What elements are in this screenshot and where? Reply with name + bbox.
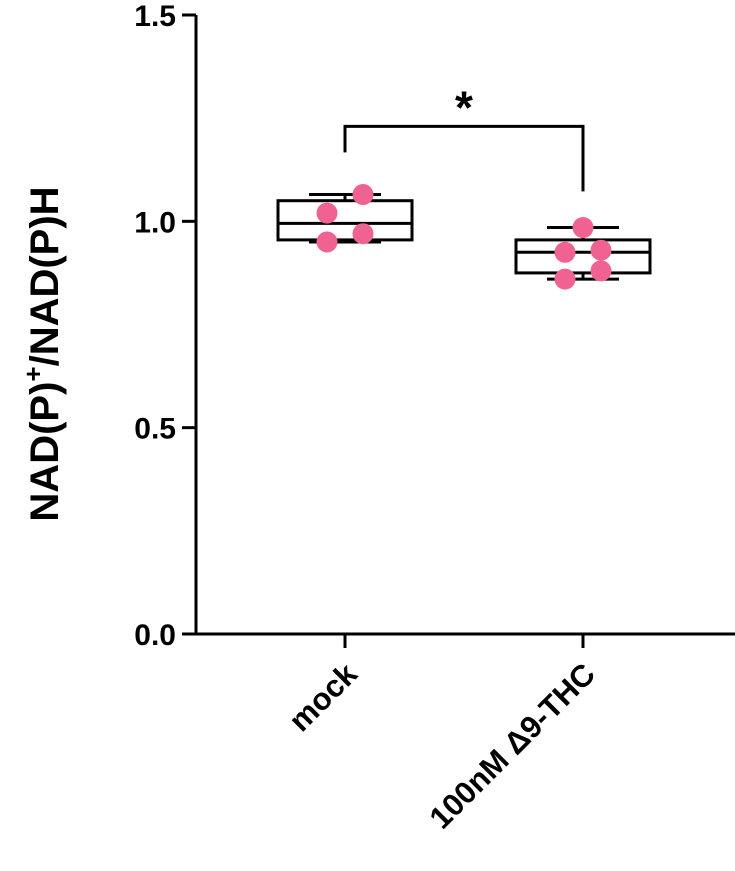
data-point xyxy=(572,217,594,239)
y-tick-label: 1.0 xyxy=(134,206,176,239)
y-tick-label: 0.5 xyxy=(134,413,176,446)
data-point xyxy=(352,184,374,206)
data-point xyxy=(316,202,338,224)
significance-label: * xyxy=(455,81,473,133)
data-points xyxy=(316,184,612,290)
data-point xyxy=(352,223,374,245)
y-axis-title: NAD(P)+/NAD(P)H xyxy=(18,186,67,521)
box-iqr xyxy=(276,199,414,242)
data-point xyxy=(590,260,612,282)
data-point xyxy=(590,239,612,261)
data-point xyxy=(316,231,338,253)
x-axis: mock 100nM Δ9-THC xyxy=(194,632,735,836)
y-tick-label: 1.5 xyxy=(134,0,176,33)
y-axis: 0.0 0.5 1.0 1.5 xyxy=(134,0,198,652)
x-tick-label: 100nM Δ9-THC xyxy=(423,656,602,835)
box-iqr xyxy=(514,238,652,275)
y-tick-label: 0.0 xyxy=(134,619,176,652)
data-point xyxy=(554,268,576,290)
data-point xyxy=(554,241,576,263)
significance-bracket: * xyxy=(343,81,585,192)
x-tick-label: mock xyxy=(282,656,365,739)
